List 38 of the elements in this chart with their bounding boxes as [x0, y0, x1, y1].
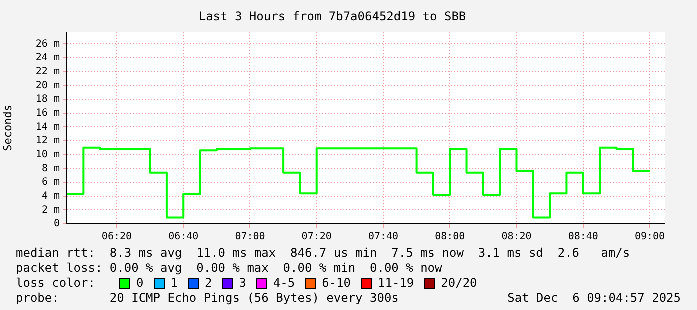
legend-label: 0: [136, 276, 144, 291]
y-tick-label: 12 m: [36, 136, 60, 147]
y-tick-label: 4 m: [42, 190, 60, 202]
y-tick-label: 22 m: [36, 66, 60, 78]
legend-label: 4-5: [273, 276, 296, 291]
x-tick-label: 08:40: [568, 232, 598, 243]
y-tick-label: 26 m: [36, 38, 60, 50]
x-tick-label: 09:00: [634, 232, 666, 243]
x-tick-label: 08:00: [435, 232, 466, 243]
y-tick-label: 20 m: [36, 80, 60, 92]
y-axis-title: Seconds: [1, 105, 14, 152]
legend-label: 2: [204, 276, 212, 291]
text: probe: 20 ICMP Echo Pings (56 Bytes) every 300s: [16, 291, 399, 306]
y-tick-label: 18 m: [36, 94, 60, 106]
y-tick-label: 24 m: [36, 52, 60, 64]
y-tick-label: 6 m: [42, 177, 60, 188]
legend-label: 20/20: [441, 276, 478, 291]
legend-label: 11-19: [378, 276, 414, 291]
text: packet loss: 0.00 % avg 0.00 % max 0.00 % min 0.00 % now: [16, 261, 444, 276]
x-tick-label: 06:40: [168, 232, 199, 243]
x-tick-label: 07:40: [368, 232, 399, 243]
x-tick-label: 07:00: [235, 232, 266, 243]
y-tick-label: 10 m: [36, 149, 60, 160]
y-tick-label: 16 m: [36, 108, 60, 119]
legend-title: loss color:: [16, 276, 96, 291]
chart-title: Last 3 Hours from 7b7a06452d19 to SBB: [198, 9, 466, 24]
text: Sat Dec 6 09:04:57 2025: [508, 291, 681, 306]
legend-label: 1: [170, 276, 178, 291]
y-tick-label: 0: [54, 218, 60, 230]
text: median rtt: 8.3 ms avg 11.0 ms max 846.7 us min 7.5 ms now 3.1 ms sd 2.6 am/s: [16, 246, 632, 261]
legend-label: 3: [239, 276, 246, 291]
y-tick-label: 2 m: [42, 204, 60, 216]
x-tick-label: 08:20: [502, 232, 532, 243]
y-tick-label: 14 m: [36, 122, 60, 133]
legend-label: 6-10: [322, 276, 352, 291]
x-tick-label: 07:20: [302, 232, 332, 243]
x-tick-label: 06:20: [102, 232, 132, 243]
y-tick-label: 8 m: [42, 163, 60, 174]
